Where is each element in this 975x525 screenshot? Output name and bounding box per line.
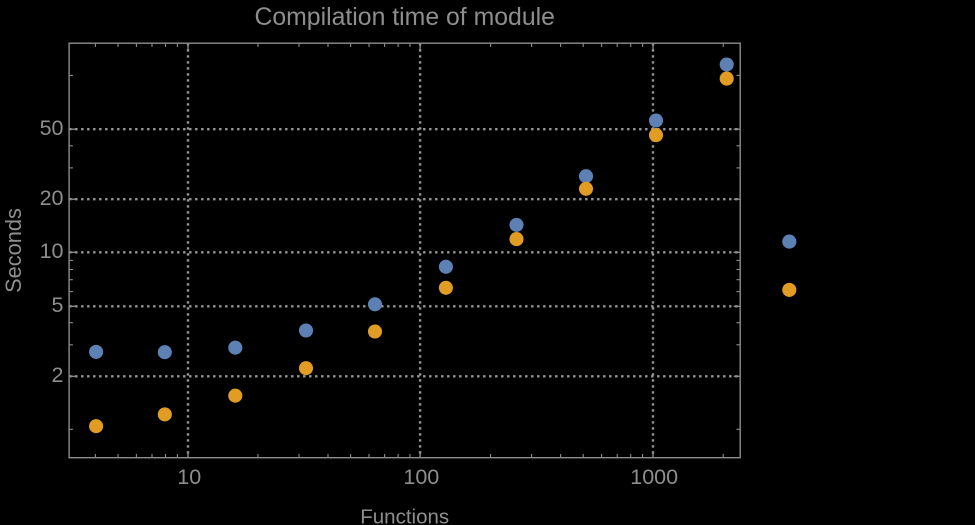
svg-text:5: 5	[52, 293, 64, 317]
svg-text:20: 20	[40, 186, 64, 210]
svg-text:50: 50	[40, 116, 64, 140]
svg-text:Compilation time of module: Compilation time of module	[254, 4, 554, 31]
svg-text:10: 10	[40, 239, 64, 263]
svg-text:1000: 1000	[630, 465, 678, 489]
svg-text:Seconds: Seconds	[1, 208, 26, 293]
svg-text:10: 10	[177, 465, 201, 489]
svg-text:Functions: Functions	[360, 506, 449, 525]
svg-text:100: 100	[403, 465, 439, 489]
svg-text:2: 2	[52, 363, 64, 387]
